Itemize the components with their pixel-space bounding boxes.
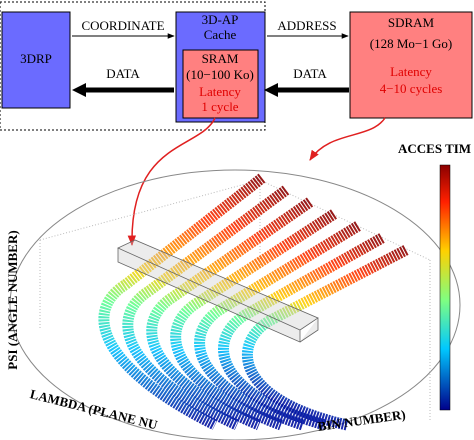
sdram-size: (128 Mo−1 Go) (370, 36, 452, 51)
colorbar-title: ACCES TIM (398, 141, 471, 156)
ridge (98, 173, 266, 430)
colorbar (439, 164, 451, 411)
ridge (170, 209, 337, 431)
ridge (194, 221, 361, 431)
selection-box (117, 239, 319, 343)
data-right-label: DATA (293, 66, 327, 81)
sdram-block (349, 11, 473, 119)
sdram-cycles: 4−10 cycles (380, 81, 443, 96)
sram-latency: Latency (199, 84, 241, 99)
cache-subtitle: Cache (204, 27, 237, 42)
sram-size: (10−100 Ko) (186, 67, 254, 82)
ridge (122, 185, 290, 431)
x-axis-label: LAMBDA (PLANE NU (29, 386, 160, 432)
cache-title: 3D-AP (202, 12, 239, 27)
ridge (218, 233, 385, 431)
sram-block (182, 49, 259, 119)
sdram-title: SDRAM (388, 15, 435, 30)
sdram-link (309, 117, 386, 161)
drp-block (1, 11, 71, 109)
address-label: ADDRESS (277, 18, 336, 33)
data-left-label: DATA (106, 66, 140, 81)
sram-cycles: 1 cycle (201, 99, 238, 114)
plot-3d (9, 169, 461, 440)
data-arrow-right-head (264, 83, 278, 97)
drp-label: 3DRP (20, 51, 52, 66)
y-axis-label: PSI (ANGLE NUMBER) (5, 230, 20, 369)
sram-title: SRAM (202, 51, 239, 66)
sdram-latency: Latency (390, 64, 432, 79)
sram-link (127, 117, 216, 247)
z-axis-label: BIN NUMBER) (317, 407, 407, 434)
ridge (241, 245, 409, 431)
data-arrow-left-head (72, 83, 86, 97)
coordinate-label: COORDINATE (81, 18, 164, 33)
plot-frame (9, 169, 461, 440)
ridge (146, 197, 314, 431)
plot-grid (39, 179, 431, 420)
